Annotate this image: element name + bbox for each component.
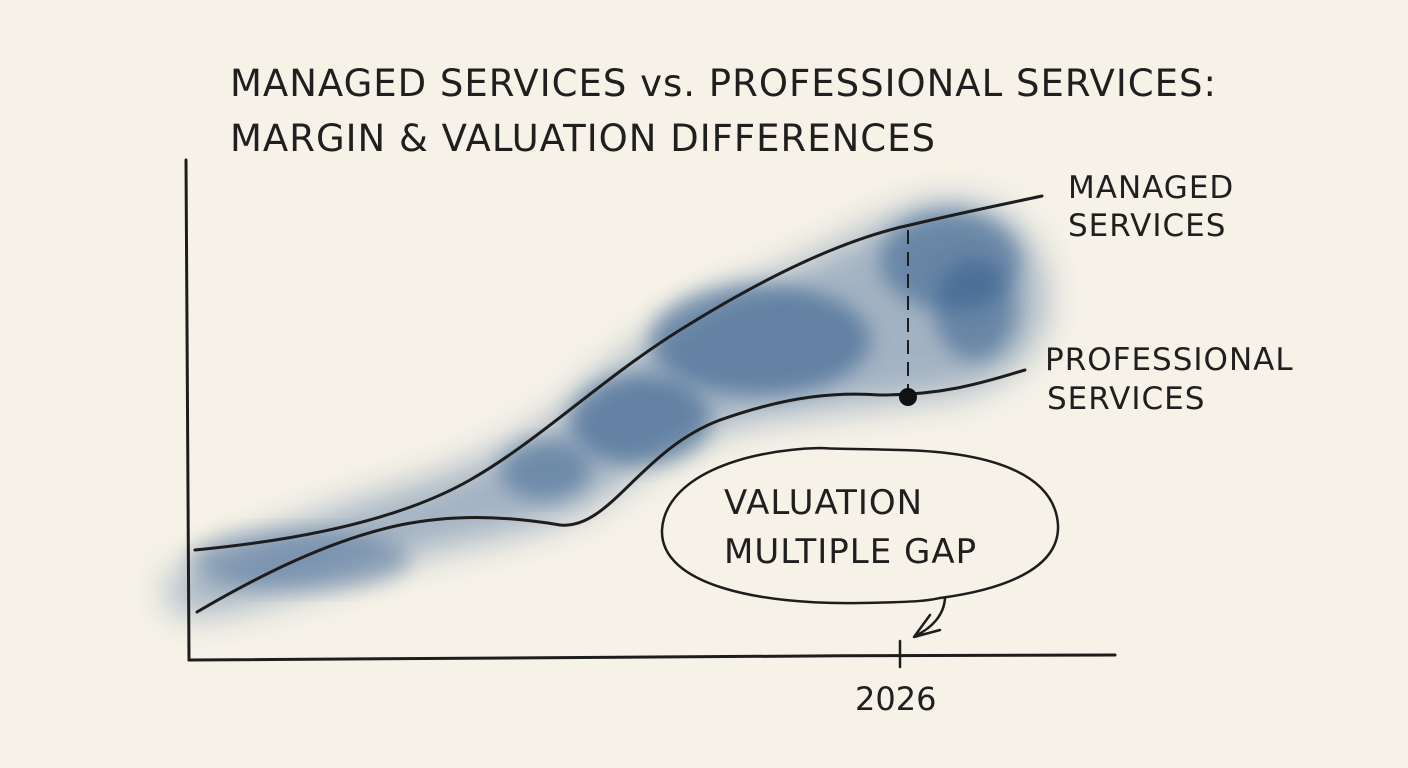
x-axis bbox=[187, 653, 1117, 662]
managed-services-line bbox=[193, 194, 1044, 552]
x-tick-label-2026: 2026 bbox=[855, 680, 936, 718]
managed-services-label-line-2: SERVICES bbox=[1068, 208, 1226, 244]
annotation-bubble bbox=[660, 446, 1060, 605]
professional-services-line bbox=[195, 368, 1027, 614]
professional-services-point-2026 bbox=[899, 388, 917, 406]
arrow-head-icon bbox=[912, 613, 942, 639]
professional-services-label-line-1: PROFESSIONAL bbox=[1045, 342, 1294, 378]
watercolor-wash bbox=[166, 203, 1046, 616]
chart-title-line-1: MANAGED SERVICES vs. PROFESSIONAL SERVIC… bbox=[230, 62, 1217, 105]
watercolor-blob bbox=[500, 440, 590, 500]
watercolor-blob bbox=[570, 375, 710, 465]
watercolor-blob bbox=[650, 285, 870, 395]
watercolor-blob bbox=[935, 260, 1015, 360]
annotation-arrow bbox=[913, 596, 947, 638]
annotation-text-line-2: MULTIPLE GAP bbox=[724, 532, 977, 572]
professional-services-label-line-2: SERVICES bbox=[1047, 381, 1205, 417]
managed-services-label-line-1: MANAGED bbox=[1068, 170, 1234, 206]
y-axis bbox=[184, 158, 191, 662]
chart-title-line-2: MARGIN & VALUATION DIFFERENCES bbox=[230, 117, 937, 160]
annotation-text-line-1: VALUATION bbox=[724, 483, 923, 523]
